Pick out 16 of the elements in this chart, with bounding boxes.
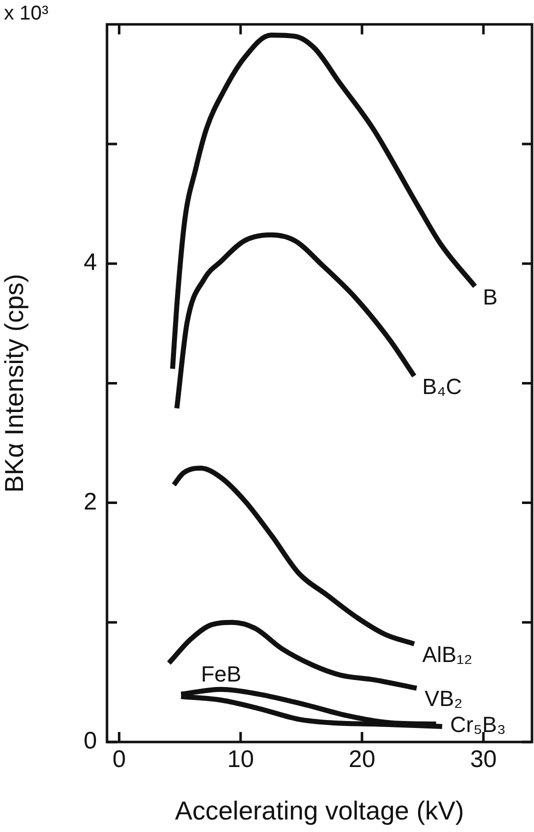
series-label: VB₂ bbox=[424, 686, 463, 712]
y-tick-label: 4 bbox=[84, 249, 97, 276]
y-tick-label: 0 bbox=[84, 728, 97, 755]
series-label: B bbox=[482, 284, 498, 310]
y-axis-title: BKα Intensity (cps) bbox=[0, 274, 29, 493]
x-tick-label: 10 bbox=[227, 746, 254, 774]
series-label: FeB bbox=[200, 661, 242, 686]
series-label: AlB₁₂ bbox=[422, 642, 472, 667]
text: x 10³ bbox=[4, 2, 49, 25]
x-tick-label: 20 bbox=[348, 746, 376, 774]
x-tick-label: 0 bbox=[112, 746, 126, 774]
x-axis-title: Accelerating voltage (kV) bbox=[174, 796, 464, 826]
y-tick-label: 2 bbox=[84, 488, 97, 516]
x-tick-label: 30 bbox=[470, 746, 497, 774]
series-label: Cr₅B₃ bbox=[450, 712, 506, 738]
series-label: B₄C bbox=[422, 374, 462, 400]
